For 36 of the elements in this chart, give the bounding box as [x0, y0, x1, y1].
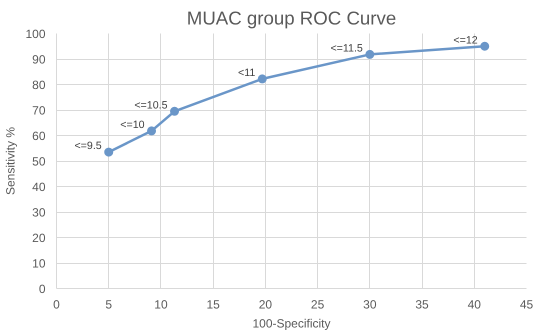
x-tick-label: 10 [154, 298, 168, 312]
y-tick-label: 0 [38, 282, 46, 296]
annotation: <=11.5 [330, 42, 363, 54]
x-tick-label: 40 [468, 298, 482, 312]
annotation: <11 [238, 66, 256, 79]
x-tick-label: 15 [206, 298, 220, 312]
x-tick-label: 30 [363, 298, 377, 312]
y-tick-label: 40 [32, 180, 46, 194]
point [104, 148, 114, 157]
y-tick-label: 80 [32, 78, 46, 92]
x-tick-label: 20 [258, 298, 272, 312]
annotation: <=9.5 [74, 140, 102, 152]
point [147, 126, 156, 136]
point [170, 106, 180, 116]
x-tick-label: 5 [105, 298, 112, 312]
y-tick-label: 60 [32, 129, 46, 143]
annotation: <=12 [453, 34, 478, 46]
y-tick-label: 100 [25, 27, 46, 41]
point [258, 74, 267, 84]
y-tick-label: 30 [32, 206, 46, 220]
annotation: <=10.5 [134, 99, 168, 112]
y-tick-label: 70 [32, 104, 46, 118]
x-tick-label: 45 [520, 298, 534, 312]
y-tick-label: 90 [32, 52, 46, 66]
chart-title: MUAC group ROC Curve [186, 8, 396, 28]
y-axis-title: Sensitivity % [3, 126, 18, 196]
y-tick-label: 10 [32, 256, 46, 270]
y-tick-label: 50 [32, 154, 46, 168]
annotation: <=10 [120, 118, 145, 131]
x-tick-label: 25 [310, 298, 325, 312]
point [480, 42, 490, 51]
x-axis-title: 100-Specificity [252, 316, 331, 330]
x-tick-label: 0 [53, 298, 60, 312]
point [365, 50, 374, 59]
y-tick-label: 20 [32, 231, 46, 245]
x-tick-label: 35 [415, 298, 430, 312]
